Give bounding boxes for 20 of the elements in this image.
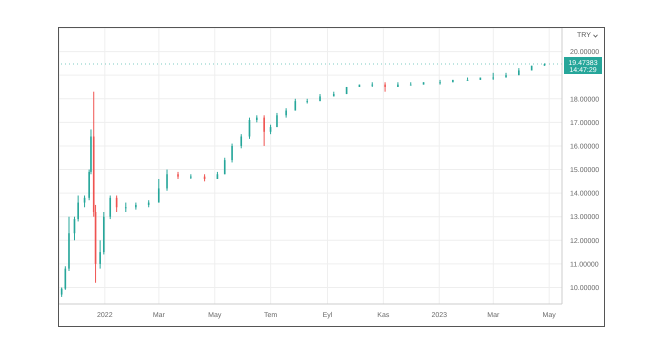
candlestick	[384, 82, 386, 92]
candlestick	[285, 108, 287, 118]
candlestick	[276, 112, 278, 128]
candlestick	[64, 266, 66, 290]
candlestick	[77, 194, 79, 222]
candlestick	[466, 77, 468, 81]
candlestick	[166, 169, 168, 192]
candlestick	[116, 194, 118, 212]
candlestick	[231, 143, 233, 163]
candlestick	[74, 216, 76, 241]
candlestick	[60, 286, 62, 298]
candlestick	[248, 117, 250, 140]
candlestick	[240, 134, 242, 149]
candlestick	[84, 194, 86, 208]
candlestick	[158, 178, 160, 204]
candlestick	[109, 194, 112, 220]
candlestick	[99, 240, 101, 270]
candlestick	[263, 114, 265, 146]
candlestick	[224, 157, 226, 175]
candlestick	[270, 124, 272, 135]
